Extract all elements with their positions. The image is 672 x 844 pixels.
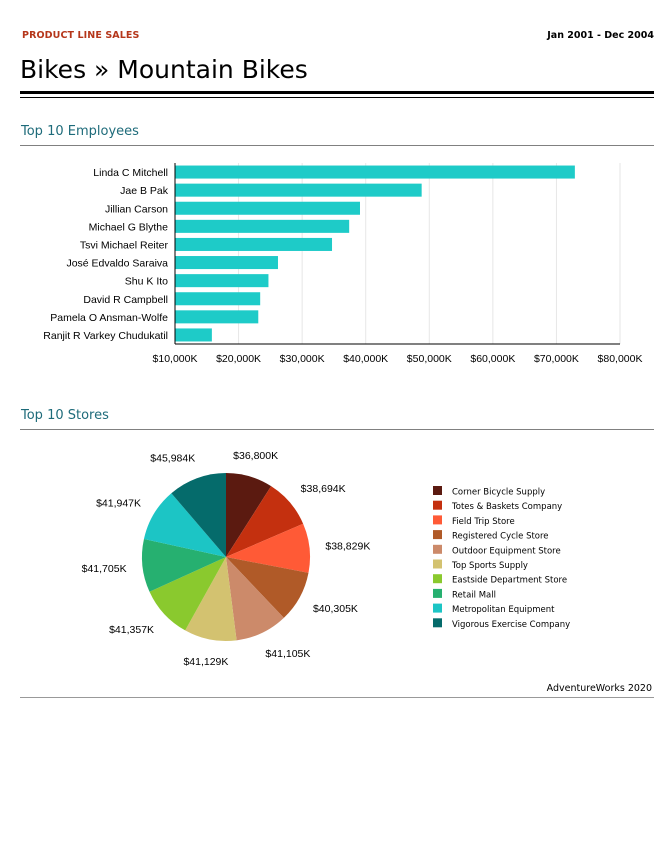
legend-swatch (433, 559, 442, 569)
legend-swatch (433, 544, 442, 554)
pie-slice (185, 557, 237, 641)
title-rule-thick (20, 91, 654, 94)
legend-label: Registered Cycle Store (452, 532, 549, 542)
employees-section-rule (20, 145, 654, 146)
bar-x-tick-label: $80,000K (598, 353, 643, 365)
footer-text: AdventureWorks 2020 (546, 683, 652, 694)
legend-label: Totes & Baskets Company (451, 502, 562, 512)
bar (175, 201, 360, 215)
bar (175, 292, 261, 306)
bar-category-label: Shu K Ito (125, 276, 168, 288)
pie-value-label: $41,947K (96, 498, 141, 510)
page-title: Bikes » Mountain Bikes (20, 55, 308, 84)
bar (175, 310, 259, 324)
legend-label: Field Trip Store (452, 517, 515, 527)
pie-slice (226, 523, 311, 573)
bar (175, 219, 350, 233)
pie-slice (171, 473, 226, 557)
legend-swatch (433, 486, 442, 495)
bar-category-label: Michael G Blythe (89, 221, 169, 233)
pie-value-label: $41,129K (183, 656, 228, 668)
legend-label: Outdoor Equipment Store (452, 546, 561, 556)
pie-value-label: $40,305K (313, 603, 358, 615)
bar-category-label: Jae B Pak (120, 185, 169, 197)
legend-label: Eastside Department Store (452, 576, 567, 586)
pie-value-label: $41,105K (265, 648, 310, 660)
bar-category-label: José Edvaldo Saraiva (66, 258, 168, 270)
legend-label: Vigorous Exercise Company (452, 620, 570, 630)
pie-value-label: $38,829K (325, 541, 370, 553)
bar (175, 183, 422, 197)
title-rule-thin (20, 97, 654, 98)
bar (175, 256, 278, 270)
report-kicker: PRODUCT LINE SALES (22, 30, 140, 41)
pie-slice (226, 486, 304, 557)
bar-category-label: Jillian Carson (105, 203, 168, 215)
legend-swatch (433, 574, 442, 584)
pie-slice (226, 557, 309, 618)
bar-category-label: Pamela O Ansman-Wolfe (50, 312, 168, 324)
bar-category-label: Linda C Mitchell (93, 167, 168, 179)
pie-slice (143, 493, 226, 557)
bar-category-label: Ranjit R Varkey Chudukatil (43, 330, 168, 342)
stores-section-rule (20, 429, 654, 430)
legend-label: Top Sports Supply (451, 561, 528, 571)
bar (175, 274, 269, 288)
legend-swatch (433, 588, 442, 598)
pie-value-label: $38,694K (301, 483, 346, 495)
legend-label: Retail Mall (452, 590, 496, 600)
pie-slice (149, 557, 226, 631)
legend-swatch (433, 603, 442, 613)
legend-swatch (433, 500, 442, 510)
legend-swatch (433, 515, 442, 525)
employees-section-title: Top 10 Employees (21, 124, 139, 139)
pie-slice (226, 473, 272, 557)
bar (175, 237, 333, 251)
footer-rule (20, 697, 654, 698)
legend-label: Corner Bicycle Supply (452, 488, 545, 498)
bar (175, 328, 212, 342)
pie-slice (142, 538, 226, 592)
legend-label: Metropolitan Equipment (452, 605, 555, 615)
bar-x-tick-label: $40,000K (343, 353, 388, 365)
date-range: Jan 2001 - Dec 2004 (547, 30, 654, 41)
legend-swatch (433, 530, 442, 540)
bar-x-tick-label: $60,000K (470, 353, 515, 365)
bar-category-label: David R Campbell (83, 294, 168, 306)
bar (175, 165, 575, 179)
bar-x-tick-label: $70,000K (534, 353, 579, 365)
pie-value-label: $45,984K (150, 453, 195, 465)
bar-x-tick-label: $30,000K (280, 353, 325, 365)
pie-value-label: $41,357K (109, 624, 154, 636)
bar-category-label: Tsvi Michael Reiter (80, 239, 169, 251)
bar-x-tick-label: $10,000K (153, 353, 198, 365)
bar-x-tick-label: $50,000K (407, 353, 452, 365)
legend-swatch (433, 618, 442, 628)
bar-x-tick-label: $20,000K (216, 353, 261, 365)
stores-section-title: Top 10 Stores (21, 408, 109, 423)
pie-value-label: $41,705K (82, 563, 127, 575)
pie-slice (226, 557, 284, 641)
pie-value-label: $36,800K (233, 450, 278, 462)
